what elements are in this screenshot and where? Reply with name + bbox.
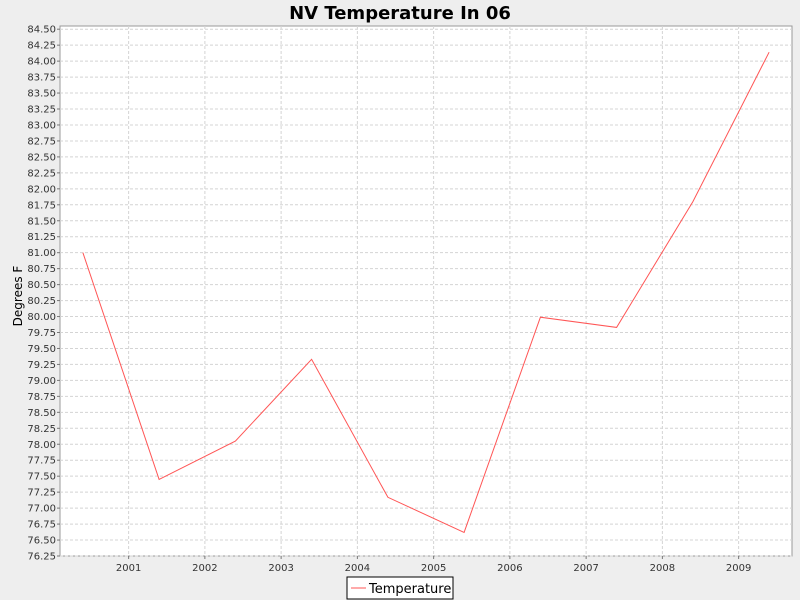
y-tick-label: 82.25 [27,168,56,179]
y-tick-label: 81.50 [27,216,56,227]
y-tick-label: 81.00 [27,248,56,259]
x-tick-label: 2008 [650,563,675,574]
y-tick-label: 78.75 [27,392,56,403]
y-tick-label: 81.25 [27,232,56,243]
x-tick-label: 2009 [726,563,751,574]
y-tick-label: 84.00 [27,57,56,68]
y-tick-label: 82.75 [27,136,56,147]
y-tick-label: 77.00 [27,504,56,515]
legend-box [346,576,454,600]
y-tick-label: 79.25 [27,360,56,371]
y-tick-label: 76.50 [27,536,56,547]
legend[interactable]: Temperature [346,576,454,600]
y-axis-ticks: 76.25 76.50 76.75 77.00 77.25 77.50 77.75 78.00… [27,25,60,563]
x-tick-label: 2002 [192,563,217,574]
grid-lines [60,26,792,557]
y-tick-label: 79.00 [27,376,56,387]
y-tick-label: 77.75 [27,456,56,467]
y-tick-label: 80.00 [27,312,56,323]
y-tick-label: 78.00 [27,440,56,451]
x-tick-label: 2004 [345,563,370,574]
y-tick-label: 83.00 [27,120,56,131]
y-tick-label: 76.75 [27,520,56,531]
chart-title: NV Temperature In 06 [289,3,511,24]
x-tick-label: 2007 [573,563,598,574]
y-tick-label: 83.50 [27,89,56,100]
y-tick-label: 82.00 [27,184,56,195]
y-tick-label: 79.50 [27,344,56,355]
y-tick-label: 84.25 [27,41,56,52]
y-axis-label: Degrees F [11,266,25,327]
y-tick-label: 84.50 [27,25,56,36]
legend-label: Temperature [368,582,451,597]
series-line-temperature [82,51,770,534]
y-tick-label: 81.75 [27,200,56,211]
data-points [82,52,770,533]
x-tick-label: 2003 [268,563,293,574]
x-tick-label: 2005 [421,563,446,574]
y-tick-label: 80.75 [27,264,56,275]
x-axis-ticks: 2001 2002 2003 2004 2005 2006 2007 2008 2009 [116,556,751,574]
y-tick-label: 80.25 [27,296,56,307]
y-tick-label: 77.50 [27,472,56,483]
y-tick-label: 83.75 [27,73,56,84]
y-tick-label: 79.75 [27,328,56,339]
y-tick-label: 78.50 [27,408,56,419]
y-tick-label: 78.25 [27,424,56,435]
x-tick-label: 2006 [497,563,522,574]
y-tick-label: 77.25 [27,488,56,499]
y-tick-label: 83.25 [27,105,56,116]
x-tick-label: 2001 [116,563,141,574]
y-tick-label: 82.50 [27,152,56,163]
y-tick-label: 76.25 [27,552,56,563]
y-tick-label: 80.50 [27,280,56,291]
